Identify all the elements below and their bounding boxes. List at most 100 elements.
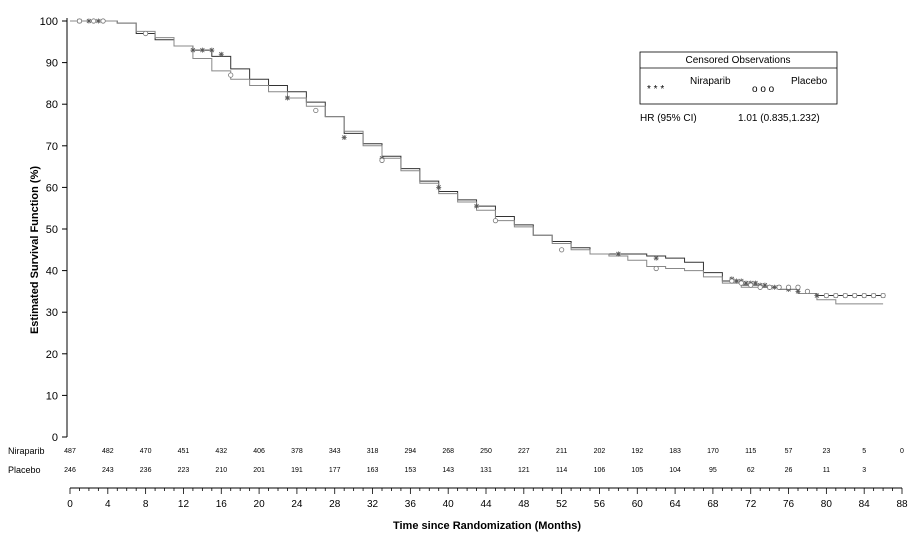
censor-mark-placebo bbox=[559, 247, 565, 253]
risk-count: 183 bbox=[669, 448, 681, 455]
censor-mark-placebo bbox=[842, 292, 848, 299]
y-tick-label: 60 bbox=[46, 182, 58, 194]
y-tick-label: 20 bbox=[46, 349, 58, 361]
censor-mark-placebo bbox=[738, 280, 744, 286]
censor-mark-niraparib bbox=[199, 47, 205, 53]
y-axis-ticks: 0 10 20 30 40 50 60 70 80 90 100 bbox=[40, 16, 67, 444]
risk-count: 57 bbox=[785, 448, 793, 455]
y-tick-label: 50 bbox=[46, 224, 58, 236]
risk-count: 223 bbox=[178, 467, 190, 474]
risk-count: 246 bbox=[64, 467, 76, 474]
x-tick-label: 72 bbox=[745, 499, 757, 510]
y-tick-label: 30 bbox=[46, 307, 58, 319]
risk-count: 378 bbox=[291, 448, 303, 455]
risk-count: 451 bbox=[178, 448, 190, 455]
y-tick-label: 100 bbox=[40, 16, 58, 28]
censor-mark-niraparib bbox=[814, 293, 820, 299]
risk-count: 482 bbox=[102, 448, 114, 455]
risk-count: 192 bbox=[631, 448, 643, 455]
risk-count: 487 bbox=[64, 448, 76, 455]
censor-mark-placebo bbox=[833, 292, 839, 299]
censor-mark-placebo bbox=[379, 157, 385, 163]
risk-count: 131 bbox=[480, 467, 492, 474]
number-at-risk-table: Niraparib 487 482 470 451 432 406 378 343 318 294 2… bbox=[8, 446, 904, 475]
risk-count: 268 bbox=[442, 448, 454, 455]
censor-mark-placebo bbox=[871, 292, 877, 299]
risk-row-label: Niraparib bbox=[8, 446, 45, 456]
censor-mark-placebo bbox=[852, 292, 858, 299]
censor-mark-placebo bbox=[228, 72, 234, 78]
x-tick-label: 0 bbox=[67, 499, 73, 510]
risk-count: 115 bbox=[745, 448, 756, 455]
risk-count: 0 bbox=[900, 448, 904, 455]
x-tick-label: 8 bbox=[143, 499, 149, 510]
risk-count: 23 bbox=[822, 448, 830, 455]
risk-count: 153 bbox=[405, 467, 417, 474]
censor-mark-placebo bbox=[76, 18, 83, 24]
risk-count: 210 bbox=[215, 467, 227, 474]
censor-mark-niraparib bbox=[86, 18, 92, 24]
risk-count: 243 bbox=[102, 467, 114, 474]
legend-title: Censored Observations bbox=[685, 55, 790, 66]
x-tick-label: 4 bbox=[105, 499, 111, 510]
risk-count: 105 bbox=[631, 467, 643, 474]
censor-mark-placebo bbox=[729, 278, 735, 284]
censor-mark-niraparib bbox=[734, 278, 740, 284]
hr-label: HR (95% CI) bbox=[640, 113, 697, 124]
censor-mark-placebo bbox=[795, 284, 801, 290]
censor-mark-niraparib bbox=[615, 251, 621, 257]
risk-count: 406 bbox=[253, 448, 265, 455]
series-line-placebo bbox=[70, 20, 884, 305]
x-tick-label: 12 bbox=[178, 499, 190, 510]
legend: Censored Observations * * * Niraparib o … bbox=[639, 51, 838, 124]
x-tick-label: 20 bbox=[254, 499, 266, 510]
censor-mark-niraparib bbox=[341, 134, 347, 140]
legend-box bbox=[639, 51, 838, 105]
censor-mark-placebo bbox=[757, 284, 763, 290]
risk-count: 114 bbox=[556, 467, 567, 474]
censor-mark-placebo bbox=[313, 107, 319, 114]
censor-mark-placebo bbox=[823, 292, 829, 299]
x-tick-label: 76 bbox=[783, 499, 795, 510]
x-axis-label: Time since Randomization (Months) bbox=[393, 520, 581, 532]
hr-value: 1.01 (0.835,1.232) bbox=[738, 113, 820, 124]
censor-mark-placebo bbox=[100, 18, 106, 24]
risk-count: 294 bbox=[405, 448, 417, 455]
x-tick-label: 16 bbox=[216, 499, 228, 510]
censor-mark-niraparib bbox=[743, 280, 749, 286]
censor-mark-niraparib bbox=[771, 284, 777, 290]
censor-marks bbox=[76, 18, 886, 299]
x-tick-label: 32 bbox=[367, 499, 379, 510]
x-tick-label: 68 bbox=[707, 499, 719, 510]
censor-mark-niraparib bbox=[209, 47, 215, 53]
y-axis-label: Estimated Survival Function (%) bbox=[29, 166, 41, 334]
risk-count: 11 bbox=[823, 467, 830, 474]
censor-mark-niraparib bbox=[752, 280, 758, 286]
risk-count: 62 bbox=[747, 467, 755, 474]
censor-mark-placebo bbox=[143, 30, 149, 37]
x-tick-label: 52 bbox=[556, 499, 568, 510]
censor-mark-placebo bbox=[861, 292, 867, 299]
legend-label-placebo: Placebo bbox=[791, 76, 828, 87]
risk-count: 170 bbox=[707, 448, 719, 455]
censor-mark-placebo bbox=[804, 288, 811, 294]
risk-count: 432 bbox=[215, 448, 227, 455]
risk-count: 177 bbox=[329, 467, 341, 474]
risk-count: 26 bbox=[785, 467, 793, 474]
x-tick-label: 88 bbox=[896, 499, 908, 510]
censor-mark-placebo bbox=[748, 282, 754, 288]
x-tick-label: 44 bbox=[480, 499, 492, 510]
risk-count: 211 bbox=[556, 448, 567, 455]
risk-count: 5 bbox=[862, 448, 866, 455]
y-tick-label: 90 bbox=[46, 58, 58, 70]
x-tick-label: 56 bbox=[594, 499, 606, 510]
risk-count: 343 bbox=[329, 448, 341, 455]
x-tick-label: 48 bbox=[518, 499, 530, 510]
risk-count: 470 bbox=[140, 448, 152, 455]
censor-mark-niraparib bbox=[218, 51, 224, 57]
risk-count: 250 bbox=[480, 448, 492, 455]
risk-count: 106 bbox=[594, 467, 606, 474]
x-tick-label: 64 bbox=[670, 499, 682, 510]
x-tick-label: 28 bbox=[329, 499, 341, 510]
risk-count: 191 bbox=[291, 467, 303, 474]
